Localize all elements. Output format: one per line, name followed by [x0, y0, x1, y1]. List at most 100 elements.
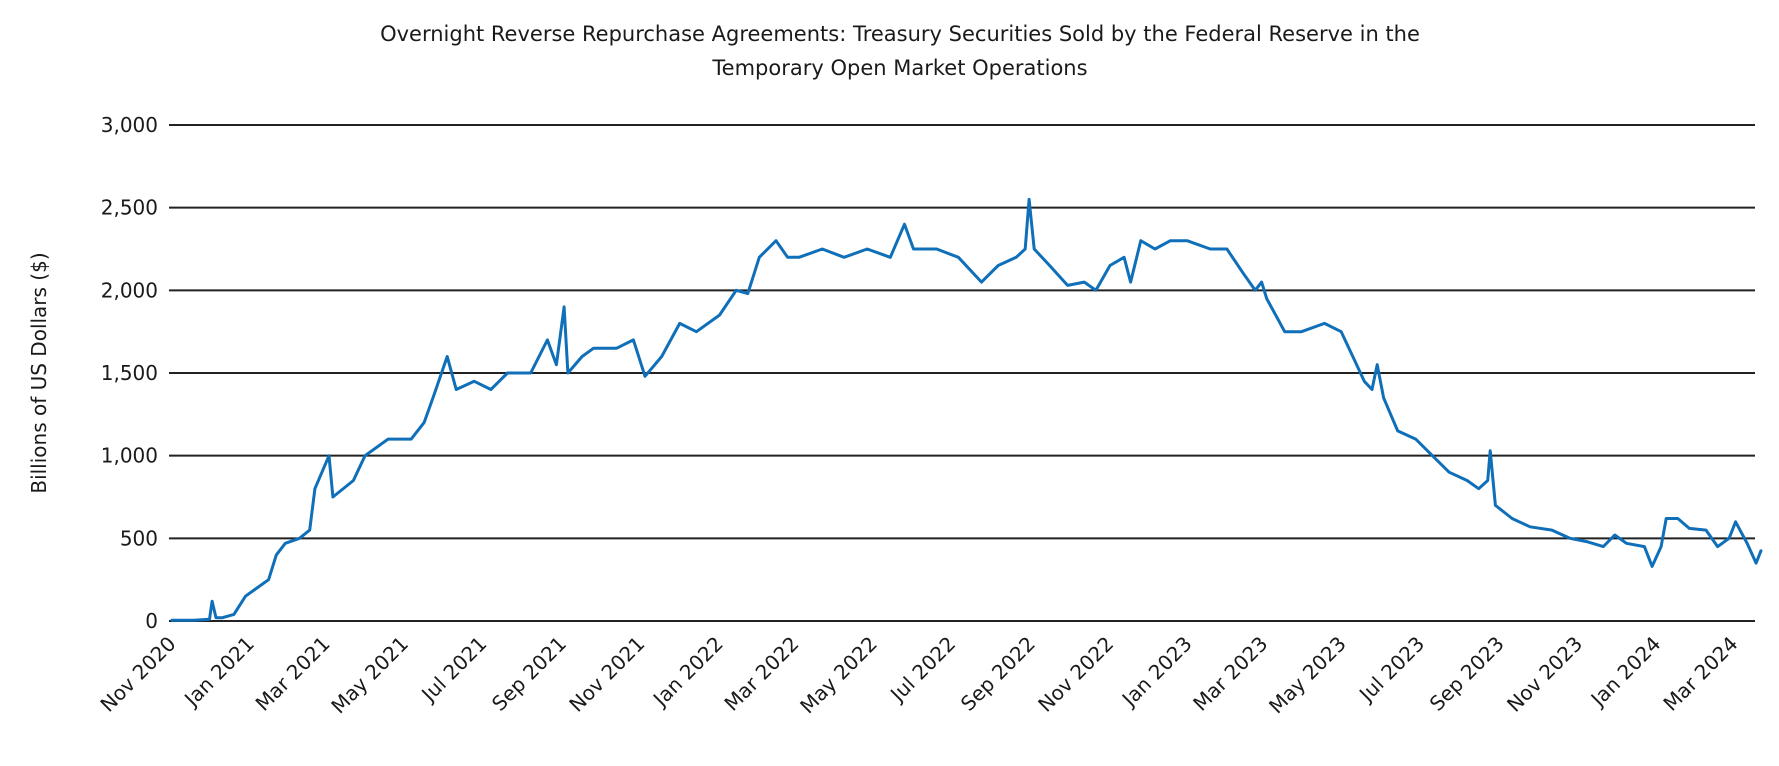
x-tick-label: Jul 2021: [415, 632, 491, 708]
data-point: [632, 339, 635, 341]
data-point: [1095, 289, 1097, 292]
data-point: [1186, 239, 1188, 242]
data-point: [1734, 521, 1737, 523]
data-point: [1614, 534, 1616, 536]
data-point: [1529, 525, 1531, 528]
data-point: [615, 347, 618, 350]
data-point: [1569, 537, 1571, 540]
y-tick-label: 2,000: [101, 278, 158, 302]
data-point: [1300, 330, 1303, 333]
data-point: [866, 248, 869, 250]
y-axis-title: Billions of US Dollars ($): [27, 252, 51, 493]
x-tick-label: Mar 2021: [251, 632, 335, 716]
data-point: [529, 372, 532, 374]
data-point: [644, 375, 646, 378]
data-point: [546, 339, 549, 341]
data-point: [233, 613, 235, 616]
data-point: [193, 619, 195, 621]
data-point: [298, 537, 301, 540]
data-point: [506, 372, 509, 374]
data-point: [957, 256, 960, 259]
data-point: [1340, 330, 1343, 333]
x-tick-label: May 2023: [1264, 632, 1351, 719]
x-tick-label: Jul 2022: [884, 632, 960, 708]
data-point: [695, 330, 698, 333]
data-point: [215, 616, 217, 619]
x-tick-label: Mar 2024: [1658, 632, 1742, 716]
x-tick-label: Jan 2021: [178, 632, 259, 713]
series-line: [171, 197, 1763, 622]
data-point: [1169, 239, 1172, 242]
data-point: [1466, 479, 1468, 482]
data-point: [1486, 479, 1489, 482]
x-tick-label: Mar 2023: [1188, 632, 1272, 716]
data-point: [364, 454, 366, 457]
data-point: [455, 388, 457, 391]
data-point: [567, 372, 569, 374]
data-point: [1283, 330, 1286, 333]
data-point: [1066, 284, 1069, 287]
data-point: [889, 256, 892, 259]
x-tick-label: Nov 2021: [564, 632, 649, 717]
data-point: [1382, 397, 1385, 399]
data-point: [208, 618, 211, 621]
y-tick-label: 3,000: [101, 113, 158, 137]
x-tick-label: Sep 2021: [487, 632, 571, 716]
data-point: [410, 438, 413, 440]
x-tick-label: Nov 2022: [1033, 632, 1118, 717]
x-tick-label: Mar 2022: [719, 632, 803, 716]
data-point: [170, 619, 172, 621]
data-point: [1660, 545, 1662, 548]
data-point: [581, 355, 583, 358]
y-axis-ticks: 0 500 1,000 1,500 2,000 2,500 3,000: [101, 113, 158, 633]
data-point: [332, 496, 334, 498]
data-point: [423, 421, 425, 424]
data-point: [387, 438, 389, 440]
data-point: [1448, 471, 1450, 474]
data-point: [314, 487, 316, 490]
x-tick-label: Sep 2022: [956, 632, 1040, 716]
y-tick-label: 0: [145, 609, 158, 633]
x-tick-label: Sep 2023: [1425, 632, 1509, 716]
data-point: [1414, 438, 1417, 440]
data-point: [1351, 355, 1354, 358]
data-point: [1123, 256, 1125, 259]
data-point: [786, 256, 789, 259]
x-tick-label: Jan 2022: [647, 632, 728, 713]
x-tick-label: Jan 2023: [1116, 632, 1197, 713]
data-point: [775, 239, 777, 242]
data-point: [490, 388, 492, 391]
x-tick-label: May 2021: [326, 632, 413, 719]
data-point: [1371, 388, 1373, 391]
data-point: [660, 355, 663, 358]
data-point: [980, 281, 983, 283]
data-point: [1585, 540, 1588, 543]
data-point: [1716, 545, 1719, 548]
data-point: [735, 289, 737, 292]
data-point: [446, 355, 448, 358]
data-point: [718, 314, 721, 316]
data-point: [275, 554, 278, 556]
data-point: [1676, 517, 1679, 520]
data-point: [746, 292, 749, 295]
data-point: [1431, 454, 1434, 457]
data-point: [997, 264, 1000, 267]
data-point: [1746, 542, 1748, 545]
series-group: [170, 197, 1763, 622]
data-point: [211, 600, 213, 602]
data-point: [1551, 529, 1553, 531]
data-point: [473, 380, 475, 383]
y-tick-label: 1,500: [101, 361, 158, 385]
y-tick-label: 500: [120, 526, 158, 550]
data-point: [1015, 256, 1018, 259]
data-point: [267, 578, 270, 581]
data-point: [1033, 248, 1036, 250]
data-point: [563, 306, 565, 308]
data-point: [1109, 264, 1111, 267]
data-point: [1254, 289, 1256, 292]
data-point: [1242, 273, 1245, 275]
data-point: [1494, 504, 1497, 507]
data-point: [1363, 380, 1366, 383]
